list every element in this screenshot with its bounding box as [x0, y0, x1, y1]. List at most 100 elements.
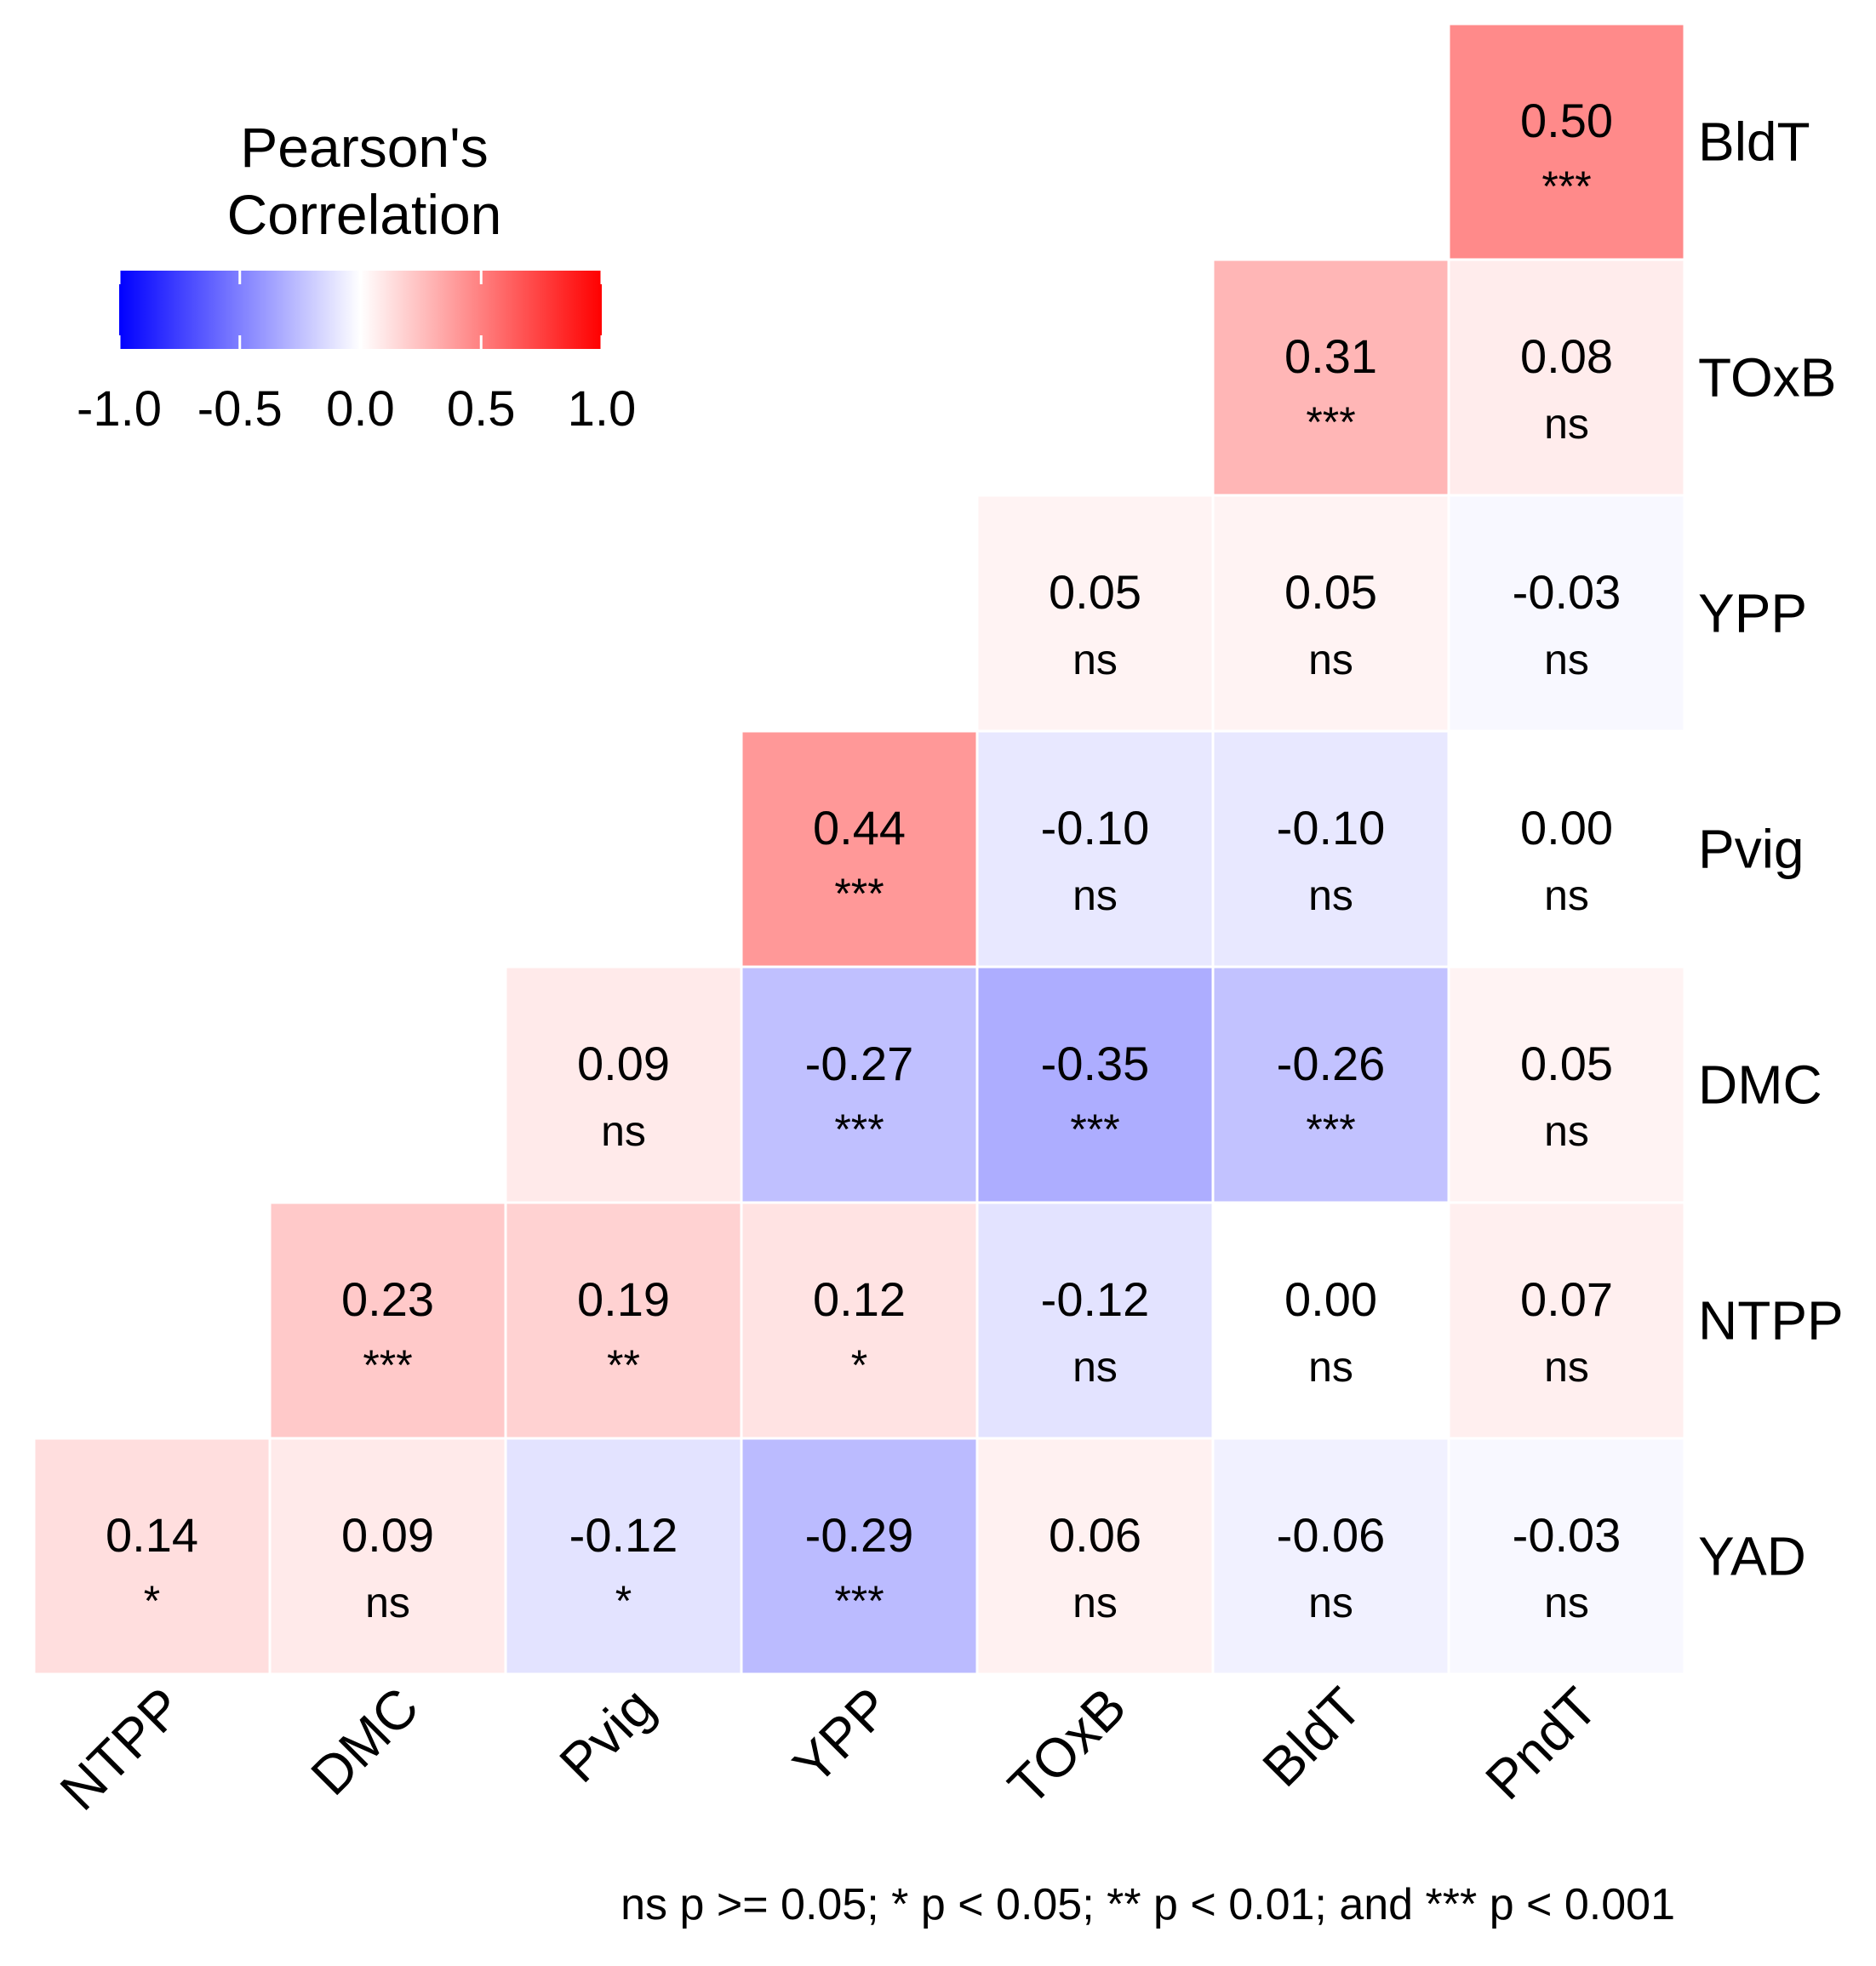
cell-significance-label: ***	[1541, 163, 1591, 210]
cell-significance-label: ns	[601, 1107, 646, 1155]
heatmap-cells: 0.50***0.31***0.08ns0.05ns0.05ns-0.03ns0…	[35, 25, 1684, 1673]
y-axis-label: NTPP	[1698, 1290, 1844, 1352]
heatmap-cell: -0.26 ***	[1214, 968, 1448, 1202]
cell-value-label: 0.44	[813, 801, 906, 854]
y-axis-label: TOxB	[1698, 347, 1836, 409]
y-axis-label: YAD	[1698, 1526, 1806, 1587]
heatmap-cell: 0.08 ns	[1450, 260, 1684, 494]
legend-tick-label: -1.0	[77, 381, 162, 437]
cell-significance-label: ns	[1072, 872, 1118, 919]
cell-significance-label: ***	[834, 870, 884, 917]
cell-value-label: 0.05	[1284, 565, 1377, 619]
cell-significance-label: *	[851, 1341, 867, 1389]
legend-ticks: -1.0 -0.5 0.0 0.5 1.0	[77, 271, 636, 437]
cell-value-label: -0.10	[1277, 801, 1386, 854]
legend-title-line-2: Correlation	[227, 183, 502, 246]
heatmap-cell: -0.03 ns	[1450, 1439, 1684, 1673]
cell-value-label: 0.08	[1520, 329, 1613, 383]
cell-significance-label: ***	[1306, 398, 1355, 446]
heatmap-cell: -0.29 ***	[742, 1439, 976, 1673]
heatmap-cell: 0.00 ns	[1450, 732, 1684, 966]
x-axis-label: NTPP	[49, 1676, 195, 1822]
cell-fill	[35, 1439, 269, 1673]
legend-tick-label: 0.0	[326, 381, 395, 437]
cell-fill	[978, 1439, 1212, 1673]
cell-significance-label: ns	[1072, 1579, 1118, 1626]
cell-value-label: 0.00	[1284, 1272, 1377, 1326]
cell-fill	[742, 968, 976, 1202]
cell-fill	[1214, 732, 1448, 966]
cell-value-label: -0.29	[805, 1508, 914, 1562]
cell-fill	[742, 732, 976, 966]
cell-value-label: 0.12	[813, 1272, 906, 1326]
cell-significance-label: ns	[1544, 1343, 1589, 1391]
cell-significance-label: ns	[1308, 872, 1353, 919]
cell-value-label: -0.27	[805, 1037, 914, 1090]
heatmap-cell: 0.06 ns	[978, 1439, 1212, 1673]
heatmap-cell: 0.09 ns	[506, 968, 741, 1202]
heatmap-cell: 0.23 ***	[271, 1203, 505, 1437]
x-axis-label: BldT	[1250, 1676, 1373, 1798]
cell-significance-label: ***	[363, 1341, 412, 1389]
cell-fill	[978, 968, 1212, 1202]
cell-value-label: -0.12	[569, 1508, 678, 1562]
cell-significance-label: ***	[1070, 1106, 1119, 1153]
cell-value-label: 0.19	[577, 1272, 670, 1326]
y-axis-label: BldT	[1698, 111, 1810, 173]
cell-significance-label: ***	[834, 1106, 884, 1153]
heatmap-cell: -0.10 ns	[978, 732, 1212, 966]
cell-significance-label: ***	[834, 1577, 884, 1625]
cell-significance-label: ns	[1544, 872, 1589, 919]
x-axis-label: Pvig	[547, 1676, 666, 1794]
cell-fill	[1214, 496, 1448, 730]
y-axis-labels: BldT TOxB YPP Pvig DMC NTPP YAD	[1698, 111, 1844, 1587]
heatmap-cell: -0.27 ***	[742, 968, 976, 1202]
cell-fill	[1450, 732, 1684, 966]
cell-significance-label: ns	[1544, 636, 1589, 683]
y-axis-label: Pvig	[1698, 819, 1805, 880]
cell-fill	[506, 1203, 741, 1437]
cell-value-label: 0.06	[1049, 1508, 1141, 1562]
cell-significance-label: **	[607, 1341, 640, 1389]
heatmap-cell: 0.19 **	[506, 1203, 741, 1437]
cell-value-label: -0.12	[1041, 1272, 1150, 1326]
x-axis-label: YPP	[781, 1676, 901, 1796]
cell-significance-label: ns	[1308, 1579, 1353, 1626]
legend-tick-label: 1.0	[568, 381, 637, 437]
cell-significance-label: ns	[1072, 636, 1118, 683]
cell-value-label: -0.03	[1513, 565, 1621, 619]
cell-significance-label: ***	[1306, 1106, 1355, 1153]
y-axis-label: YPP	[1698, 583, 1807, 644]
heatmap-cell: 0.12 *	[742, 1203, 976, 1437]
cell-value-label: -0.03	[1513, 1508, 1621, 1562]
cell-significance-label: ns	[1544, 1107, 1589, 1155]
heatmap-cell: -0.12 ns	[978, 1203, 1212, 1437]
cell-fill	[978, 732, 1212, 966]
heatmap-cell: 0.50 ***	[1450, 25, 1684, 259]
cell-value-label: 0.05	[1520, 1037, 1613, 1090]
legend-tick-label: 0.5	[447, 381, 516, 437]
cell-significance-label: ns	[1072, 1343, 1118, 1391]
cell-value-label: 0.09	[341, 1508, 434, 1562]
x-axis-label: DMC	[299, 1676, 430, 1807]
heatmap-cell: -0.12 *	[506, 1439, 741, 1673]
cell-value-label: 0.09	[577, 1037, 670, 1090]
cell-value-label: -0.35	[1041, 1037, 1150, 1090]
cell-significance-label: *	[615, 1577, 632, 1625]
cell-fill	[271, 1203, 505, 1437]
heatmap-cell: -0.03 ns	[1450, 496, 1684, 730]
cell-fill	[506, 1439, 741, 1673]
cell-value-label: -0.10	[1041, 801, 1150, 854]
cell-fill	[1450, 968, 1684, 1202]
cell-value-label: 0.23	[341, 1272, 434, 1326]
cell-fill	[1214, 968, 1448, 1202]
cell-value-label: -0.26	[1277, 1037, 1386, 1090]
heatmap-cell: -0.06 ns	[1214, 1439, 1448, 1673]
x-axis-labels: NTPP DMC Pvig YPP TOxB BldT PndT	[49, 1676, 1610, 1822]
y-axis-label: DMC	[1698, 1054, 1822, 1116]
cell-fill	[271, 1439, 505, 1673]
cell-value-label: 0.00	[1520, 801, 1613, 854]
cell-significance-label: *	[144, 1577, 160, 1625]
legend: Pearson's Correlation -1.0 -0.5 0.0 0.5 1.0	[77, 116, 636, 437]
